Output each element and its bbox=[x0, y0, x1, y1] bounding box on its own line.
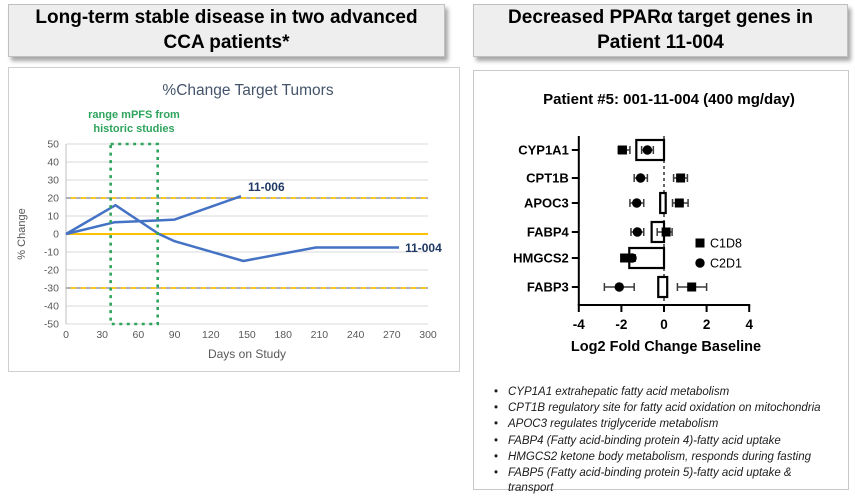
bullet-hmgcs2: HMGCS2 ketone body metabolism, responds … bbox=[494, 450, 836, 465]
x-tick-label: 4 bbox=[745, 317, 753, 332]
y-tick-label: 40 bbox=[47, 157, 59, 169]
square-marker-FABP4 bbox=[661, 227, 671, 237]
square-marker-FABP3 bbox=[687, 282, 697, 292]
ppar-target-genes-panel: Patient #5: 001-11-004 (400 mg/day) -4 -2 0… bbox=[473, 70, 849, 494]
x-tick-label: 0 bbox=[660, 317, 668, 332]
bullet-fabp4: FABP4 (Fatty acid-binding protein 4)-fat… bbox=[494, 434, 836, 449]
bullet-cpt1b: CPT1B regulatory site for fatty acid oxi… bbox=[494, 401, 836, 416]
circle-marker-CYP1A1 bbox=[642, 145, 653, 155]
bar-APOC3 bbox=[659, 191, 667, 215]
forest-title: Patient #5: 001-11-004 (400 mg/day) bbox=[543, 91, 795, 108]
square-marker-CYP1A1 bbox=[617, 145, 627, 155]
mpfs-range-box bbox=[109, 142, 160, 326]
fold-change-forest-plot: Patient #5: 001-11-004 (400 mg/day) -4 -2 0… bbox=[513, 91, 795, 355]
circle-marker-CPT1B bbox=[635, 173, 646, 183]
y-tick-label: -30 bbox=[44, 283, 59, 295]
y-tick-label: 30 bbox=[47, 175, 59, 187]
tumor-change-line-chart: %Change Target Tumors 50 40 30 20 10 0 -10 -20 -3… bbox=[16, 82, 442, 361]
square-marker-CPT1B bbox=[676, 173, 686, 183]
right-slide-title: Decreased PPARα target genes in Patient … bbox=[473, 4, 848, 57]
x-tick-label: 150 bbox=[238, 329, 256, 341]
x-tick-label: 270 bbox=[383, 329, 401, 341]
bullet-fabp5: FABP5 (Fatty acid-binding protein 5)-fat… bbox=[494, 466, 836, 496]
gene-function-bullet-list: CYP1A1 extrahepatic fatty acid metabolis… bbox=[484, 385, 836, 497]
x-tick-label: 210 bbox=[311, 329, 329, 341]
legend-label-C1D8: C1D8 bbox=[710, 237, 742, 251]
series-label-11-006: 11-006 bbox=[248, 180, 285, 194]
gene-label-CPT1B: CPT1B bbox=[526, 171, 569, 186]
circle-marker-FABP3 bbox=[614, 282, 624, 292]
left-slide-title-text: Long-term stable disease in two advanced… bbox=[35, 7, 418, 53]
y-tick-label: -50 bbox=[44, 319, 59, 331]
bullet-cyp1a1: CYP1A1 extrahepatic fatty acid metabolis… bbox=[494, 385, 836, 400]
chart-title: %Change Target Tumors bbox=[162, 82, 333, 99]
y-tick-label: 10 bbox=[47, 211, 59, 223]
forest-x-axis-title: Log2 Fold Change Baseline bbox=[571, 339, 761, 355]
circle-marker-FABP4 bbox=[632, 227, 643, 237]
x-tick-label: 2 bbox=[703, 317, 711, 332]
series-label-11-004: 11-004 bbox=[405, 241, 442, 255]
x-tick-label: 240 bbox=[347, 329, 365, 341]
gene-label-CYP1A1: CYP1A1 bbox=[518, 143, 569, 158]
tumor-change-chart-panel: %Change Target Tumors 50 40 30 20 10 0 -10 -20 -3… bbox=[8, 67, 460, 372]
y-tick-label: -10 bbox=[44, 247, 59, 259]
gene-label-FABP3: FABP3 bbox=[527, 280, 569, 295]
x-tick-label: 180 bbox=[274, 329, 292, 341]
legend-label-C2D1: C2D1 bbox=[710, 257, 742, 271]
gene-label-FABP4: FABP4 bbox=[527, 225, 570, 240]
circle-marker-HMGCS2 bbox=[627, 253, 637, 263]
mpfs-annotation-text: historic studies bbox=[93, 123, 174, 135]
bullet-apoc3: APOC3 regulates triglyceride metabolism bbox=[494, 417, 836, 432]
gene-label-APOC3: APOC3 bbox=[524, 196, 569, 211]
y-tick-label: 20 bbox=[47, 193, 59, 205]
x-tick-label: 0 bbox=[63, 329, 69, 341]
series-line-11-004 bbox=[65, 203, 400, 263]
legend-circle-icon bbox=[695, 258, 705, 268]
y-tick-label: 0 bbox=[53, 229, 59, 241]
x-tick-label: 90 bbox=[169, 329, 181, 341]
mpfs-annotation-text: range mPFS from bbox=[88, 109, 180, 121]
x-axis-title: Days on Study bbox=[208, 347, 286, 361]
x-tick-label: -2 bbox=[615, 317, 627, 332]
right-slide-title-text: Decreased PPARα target genes in Patient … bbox=[508, 7, 813, 53]
y-tick-label: -20 bbox=[44, 265, 59, 277]
y-tick-label: -40 bbox=[44, 301, 59, 313]
left-slide-title: Long-term stable disease in two advanced… bbox=[8, 4, 445, 57]
x-tick-label: 60 bbox=[133, 329, 145, 341]
circle-marker-APOC3 bbox=[632, 198, 642, 208]
bar-FABP3 bbox=[657, 275, 669, 299]
y-axis-title: % Change bbox=[16, 208, 28, 259]
x-tick-label: 300 bbox=[419, 329, 437, 341]
legend-square-icon bbox=[695, 238, 705, 248]
gene-label-HMGCS2: HMGCS2 bbox=[513, 251, 569, 266]
square-marker-HMGCS2 bbox=[620, 253, 630, 263]
series-line-11-006 bbox=[65, 195, 242, 236]
square-marker-APOC3 bbox=[674, 198, 684, 208]
x-tick-label: 30 bbox=[96, 329, 108, 341]
y-tick-label: 50 bbox=[47, 139, 59, 151]
x-tick-label: -4 bbox=[573, 317, 585, 332]
x-tick-label: 120 bbox=[202, 329, 220, 341]
